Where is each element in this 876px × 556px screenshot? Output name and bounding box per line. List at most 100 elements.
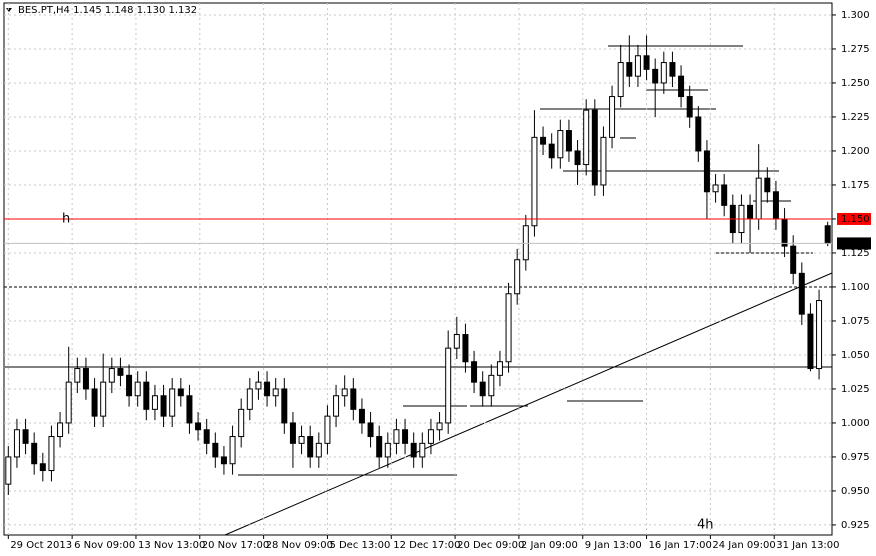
candle-body	[324, 415, 331, 444]
candle-body	[678, 75, 685, 98]
y-tick-label: 1.100	[841, 282, 870, 293]
candle-body	[565, 130, 572, 152]
candle-body	[281, 388, 288, 424]
candle-body	[505, 293, 512, 363]
candle-body	[816, 300, 823, 370]
y-tick-label: 1.125	[841, 248, 870, 259]
price-tag	[837, 212, 871, 225]
candle-body	[246, 388, 253, 410]
candle-body	[540, 136, 547, 145]
candle-body	[82, 368, 89, 390]
y-tick-label: 1.300	[841, 10, 870, 21]
y-tick-label: 1.000	[841, 418, 870, 429]
y-tick-label: 1.225	[841, 112, 870, 123]
candle-body	[143, 381, 150, 410]
candle-body	[419, 442, 426, 458]
candle-body	[5, 456, 12, 485]
candle-body	[755, 177, 762, 220]
candle-body	[747, 204, 754, 220]
candle-body	[315, 442, 322, 458]
y-tick-label: 1.050	[841, 350, 870, 361]
candle-body	[220, 456, 227, 465]
candle-body	[307, 436, 314, 458]
x-tick-label: 31 Jan 13:00	[776, 540, 839, 551]
candle-body	[686, 96, 693, 118]
x-tick-label: 16 Jan 17:00	[649, 540, 712, 551]
candle-body	[453, 334, 460, 349]
x-tick-label: 12 Dec 17:00	[393, 540, 460, 551]
candle-body	[358, 408, 365, 424]
y-tick-label: 1.175	[841, 180, 870, 191]
candle-body	[445, 347, 452, 424]
y-tick-label: 1.275	[841, 44, 870, 55]
candle-body	[100, 381, 107, 417]
x-tick-label: 20 Dec 09:00	[457, 540, 524, 551]
chart-title: BES.PT,H4 1.145 1.148 1.130 1.132	[18, 5, 197, 16]
candle-body	[772, 191, 779, 220]
candle-body	[13, 429, 20, 458]
candle-body	[609, 96, 616, 138]
candle-body	[289, 422, 296, 444]
x-tick-label: 13 Nov 13:00	[138, 540, 205, 551]
candle-body	[557, 130, 564, 159]
candle-body	[402, 429, 409, 444]
candle-body	[764, 177, 771, 193]
x-tick-label: 2 Jan 09:00	[521, 540, 578, 551]
price-tag-label: 1.150	[841, 214, 870, 225]
candle-body	[600, 136, 607, 186]
y-tick-label: 0.950	[841, 486, 870, 497]
candle-body	[203, 429, 210, 444]
candle-body	[255, 381, 262, 390]
x-tick-label: 6 Nov 09:00	[74, 540, 135, 551]
candle-body	[298, 436, 305, 444]
y-tick-label: 1.025	[841, 384, 870, 395]
candle-body	[160, 395, 167, 417]
candle-body	[652, 68, 659, 84]
candle-body	[74, 368, 81, 383]
plot-frame	[3, 2, 833, 536]
candle-body	[367, 422, 374, 438]
candle-body	[272, 388, 279, 397]
price-tag-label: 1.132	[841, 238, 870, 249]
candle-body	[583, 109, 590, 166]
candle-body	[479, 381, 486, 397]
candle-body	[264, 381, 271, 397]
menu-arrow[interactable]	[6, 8, 12, 12]
candle-body	[531, 136, 538, 227]
candle-body	[393, 429, 400, 444]
candle-body	[798, 272, 805, 315]
candle-body	[341, 388, 348, 397]
candle-body	[169, 388, 176, 417]
trend-line	[224, 272, 833, 536]
candle-body	[427, 429, 434, 444]
x-tick-label: 29 Oct 2013	[10, 540, 72, 551]
candle-body	[703, 150, 710, 193]
candle-body	[186, 395, 193, 424]
candle-body	[65, 381, 72, 424]
x-tick-label: 5 Dec 13:00	[329, 540, 390, 551]
candle-body	[229, 436, 236, 465]
candle-body	[212, 442, 219, 458]
candle-body	[126, 374, 133, 397]
candle-body	[591, 109, 598, 186]
candle-body	[376, 436, 383, 458]
drawn-objects	[5, 45, 833, 536]
candle-body	[31, 442, 38, 465]
candle-body	[824, 225, 831, 244]
x-tick-label: 28 Nov 09:00	[266, 540, 333, 551]
candle-body	[91, 388, 98, 417]
candle-body	[548, 143, 555, 159]
line-label: h	[62, 211, 70, 226]
candle-body	[721, 184, 728, 206]
x-tick-label: 20 Nov 17:00	[202, 540, 269, 551]
y-tick-label: 1.250	[841, 78, 870, 89]
candle-body	[134, 381, 141, 397]
candle-body	[807, 313, 814, 370]
candle-body	[410, 442, 417, 458]
candle-body	[195, 422, 202, 431]
candle-body	[712, 184, 719, 193]
y-tick-label: 0.925	[841, 520, 870, 531]
candle-body	[790, 245, 797, 274]
candle-body	[57, 422, 64, 438]
